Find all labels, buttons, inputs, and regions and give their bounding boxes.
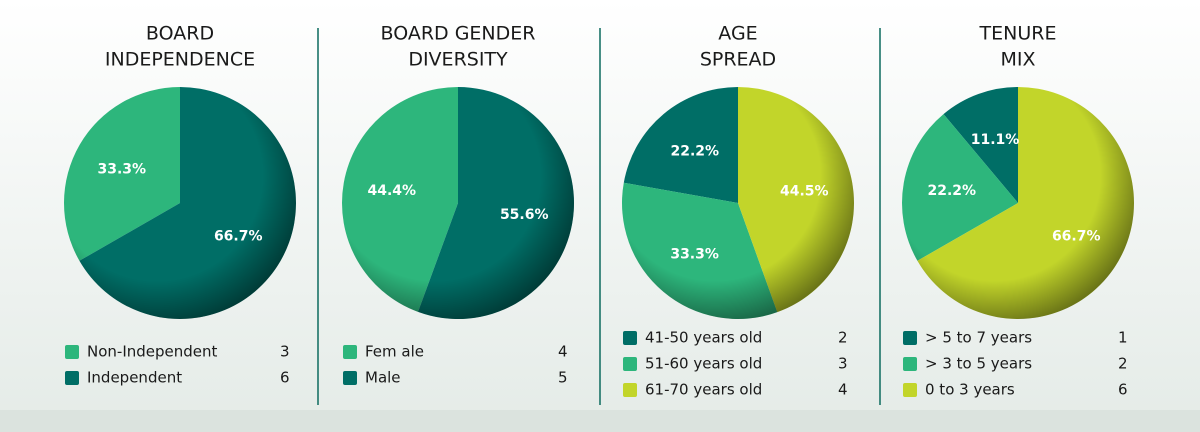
chart-title: TENURE [979,23,1057,45]
data-label: 66.7% [1052,229,1101,245]
legend-label: 51-60 years old [645,355,762,373]
pie-shading [902,87,1134,319]
legend-swatch [903,383,917,397]
data-label: 44.5% [780,183,829,199]
legend-count: 5 [558,369,568,387]
legend-count: 3 [838,355,848,373]
legend-label: Independent [87,369,182,387]
legend-label: 0 to 3 years [925,381,1015,399]
chart-title: BOARD [146,23,214,45]
legend-swatch [623,357,637,371]
legend-count: 6 [1118,381,1128,399]
legend-count: 6 [280,369,290,387]
data-label: 44.4% [367,183,416,199]
legend-count: 2 [838,329,848,347]
data-label: 33.3% [97,161,146,177]
pie-shading [342,87,574,319]
data-label: 66.7% [214,229,263,245]
legend-label: Non-Independent [87,343,218,361]
chart-title: AGE [718,23,757,45]
data-label: 22.2% [927,183,976,199]
legend-count: 3 [280,343,290,361]
legend-label: Fem ale [365,343,424,361]
data-label: 22.2% [671,143,720,159]
chart-title: SPREAD [700,49,776,71]
chart-title: DIVERSITY [408,49,508,71]
data-label: 55.6% [500,207,549,223]
data-label: 33.3% [670,246,719,262]
legend-swatch [623,383,637,397]
legend-swatch [65,371,79,385]
legend-label: Male [365,369,401,387]
legend-label: 61-70 years old [645,381,762,399]
legend-label: > 5 to 7 years [925,329,1032,347]
footer-band [0,410,1200,432]
data-label: 11.1% [971,132,1020,148]
legend-swatch [903,357,917,371]
legend-swatch [343,345,357,359]
legend-swatch [623,331,637,345]
legend-swatch [903,331,917,345]
legend-swatch [343,371,357,385]
legend-swatch [65,345,79,359]
legend-label: > 3 to 5 years [925,355,1032,373]
legend-count: 2 [1118,355,1128,373]
legend-count: 1 [1118,329,1128,347]
chart-title: MIX [1000,49,1035,71]
pie-shading [622,87,854,319]
chart-title: BOARD GENDER [381,23,536,45]
legend-count: 4 [838,381,848,399]
legend-label: 41-50 years old [645,329,762,347]
legend-count: 4 [558,343,568,361]
pie-shading [64,87,296,319]
chart-title: INDEPENDENCE [105,49,255,71]
